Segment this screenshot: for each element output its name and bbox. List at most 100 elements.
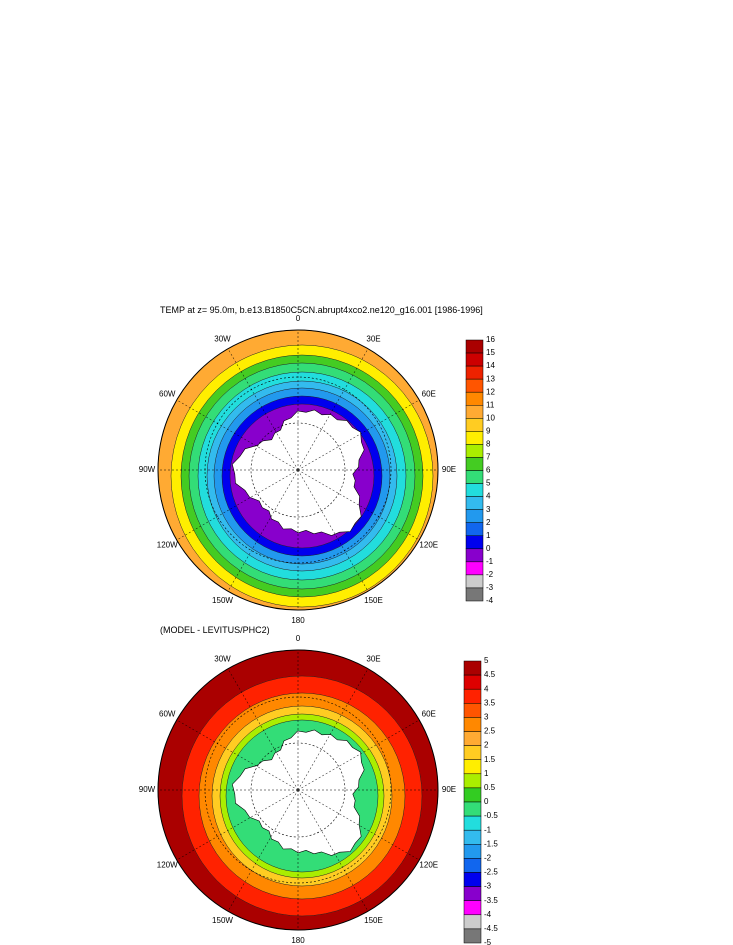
- latitude-line: [250, 742, 346, 838]
- colorbar-box: [465, 405, 484, 419]
- longitude-label: 120E: [419, 861, 438, 870]
- colorbar-label: 2: [484, 741, 489, 750]
- colorbar-box: [465, 548, 484, 563]
- map-border: [157, 649, 439, 931]
- longitude-line: [297, 469, 420, 541]
- colorbar-label: 12: [486, 387, 495, 396]
- colorbar-box: [463, 801, 482, 817]
- longitude-line: [297, 348, 369, 471]
- longitude-line: [176, 719, 299, 791]
- colorbar-box: [463, 886, 482, 901]
- colorbar-box: [465, 470, 484, 484]
- colorbar-label: -2: [484, 854, 492, 863]
- colorbar-label: 8: [486, 440, 491, 449]
- colorbar-label: 10: [486, 413, 495, 422]
- colorbar-label: 16: [486, 335, 495, 344]
- colorbar-label: 0: [484, 797, 489, 806]
- map-border: [157, 329, 439, 611]
- longitude-label: 180: [291, 936, 305, 945]
- colorbar-box: [463, 914, 482, 930]
- colorbar-label: 4.5: [484, 670, 496, 679]
- colorbar-label: 9: [486, 426, 491, 435]
- longitude-label: 30W: [214, 334, 231, 343]
- colorbar-label: 15: [486, 348, 495, 357]
- colorbar-box: [463, 928, 482, 944]
- colorbar-box: [463, 773, 482, 789]
- longitude-line: [176, 469, 299, 541]
- colorbar-label: -3: [484, 882, 492, 891]
- colorbar-label: 3: [486, 505, 491, 514]
- colorbar-label: 14: [486, 361, 495, 370]
- colorbar-label: 1.5: [484, 755, 496, 764]
- colorbar-label: 4: [484, 684, 489, 693]
- longitude-line: [297, 469, 369, 592]
- colorbar-box: [463, 759, 482, 775]
- longitude-label: 90W: [139, 785, 156, 794]
- longitude-label: 30E: [366, 334, 380, 343]
- longitude-label: 180: [291, 616, 305, 625]
- colorbar-box: [465, 391, 484, 406]
- colorbar-box: [463, 688, 482, 704]
- colorbar-label: -3: [486, 583, 494, 592]
- longitude-label: 60E: [422, 390, 436, 399]
- colorbar-label: -2.5: [484, 868, 498, 877]
- colorbar-label: -1.5: [484, 839, 498, 848]
- longitude-line: [227, 668, 299, 791]
- colorbar-box: [465, 561, 484, 576]
- colorbar-box: [463, 858, 482, 873]
- longitude-label: 120E: [419, 541, 438, 550]
- colorbar-box: [465, 378, 484, 393]
- colorbar-box: [463, 731, 482, 746]
- colorbar-box: [465, 444, 484, 458]
- colorbar-box: [463, 844, 482, 859]
- colorbar-box: [463, 829, 482, 845]
- colorbar-label: 3.5: [484, 698, 496, 707]
- colorbar-label: -1: [484, 825, 492, 834]
- colorbar-label: 6: [486, 466, 491, 475]
- longitude-line: [297, 719, 420, 791]
- longitude-line: [227, 789, 299, 912]
- longitude-line: [227, 469, 299, 592]
- latitude-line: [250, 422, 346, 518]
- colorbar-box: [463, 900, 482, 916]
- colorbar-label: 4: [486, 492, 491, 501]
- longitude-label: 150E: [364, 916, 383, 925]
- map: [157, 649, 439, 931]
- colorbar-label: -1: [486, 557, 494, 566]
- colorbar-box: [463, 815, 482, 831]
- colorbar-box: [463, 787, 482, 803]
- colorbar-label: -2: [486, 570, 494, 579]
- longitude-label: 120W: [157, 541, 178, 550]
- colorbar-box: [465, 339, 484, 354]
- colorbar-box: [465, 483, 484, 497]
- colorbar-box: [465, 457, 484, 471]
- colorbar-label: 11: [486, 400, 495, 409]
- colorbar-label: -5: [484, 938, 492, 945]
- colorbar-label: 5: [486, 479, 491, 488]
- longitude-label: 90E: [442, 465, 456, 474]
- colorbar-label: -4: [486, 596, 494, 605]
- colorbar-label: -4.5: [484, 924, 498, 933]
- colorbar-label: 7: [486, 453, 491, 462]
- colorbar-label: 1: [486, 531, 491, 540]
- colorbar-box: [463, 703, 482, 718]
- longitude-line: [176, 399, 299, 471]
- longitude-line: [227, 348, 299, 471]
- colorbar-box: [463, 717, 482, 732]
- colorbar-label: 1: [484, 769, 489, 778]
- colorbar-box: [465, 496, 484, 510]
- longitude-label: 90E: [442, 785, 456, 794]
- colorbar-label: 2.5: [484, 727, 496, 736]
- longitude-line: [297, 789, 369, 912]
- colorbar-box: [463, 660, 482, 676]
- map-title: (MODEL - LEVITUS/PHC2): [160, 625, 270, 635]
- longitude-label: 60W: [159, 710, 176, 719]
- map-title: TEMP at z= 95.0m, b.e13.B1850C5CN.abrupt…: [160, 305, 483, 315]
- colorbar-box: [465, 574, 484, 589]
- colorbar-box: [465, 352, 484, 367]
- colorbar-box: [465, 522, 484, 537]
- colorbar-box: [465, 365, 484, 380]
- longitude-label: 60E: [422, 710, 436, 719]
- longitude-line: [176, 789, 299, 861]
